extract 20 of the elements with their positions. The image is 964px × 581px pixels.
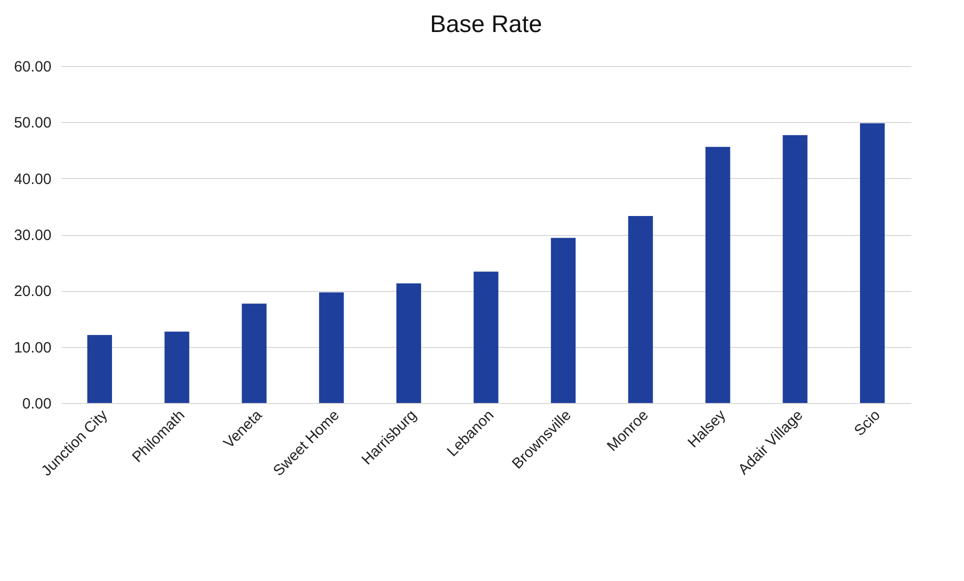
bar [396, 283, 422, 403]
y-tick-label: 50.00 [14, 114, 52, 132]
bar [628, 216, 653, 403]
chart-title: Base Rate [430, 11, 542, 38]
bar [87, 335, 112, 403]
y-tick-label: 30.00 [14, 227, 52, 244]
bar [782, 135, 808, 403]
y-tick-label: 20.00 [14, 283, 52, 300]
bar [550, 238, 576, 403]
bar [164, 332, 190, 403]
bar [474, 272, 498, 403]
bar [319, 292, 344, 403]
y-tick-label: 0.00 [22, 396, 52, 412]
y-tick-label: 10.00 [14, 339, 52, 356]
y-tick-label: 60.00 [14, 58, 52, 76]
y-tick-label: 40.00 [14, 170, 52, 188]
bar [705, 146, 730, 403]
x-tick-label: Scio [851, 406, 884, 440]
bar [242, 304, 267, 403]
bar [860, 123, 885, 403]
